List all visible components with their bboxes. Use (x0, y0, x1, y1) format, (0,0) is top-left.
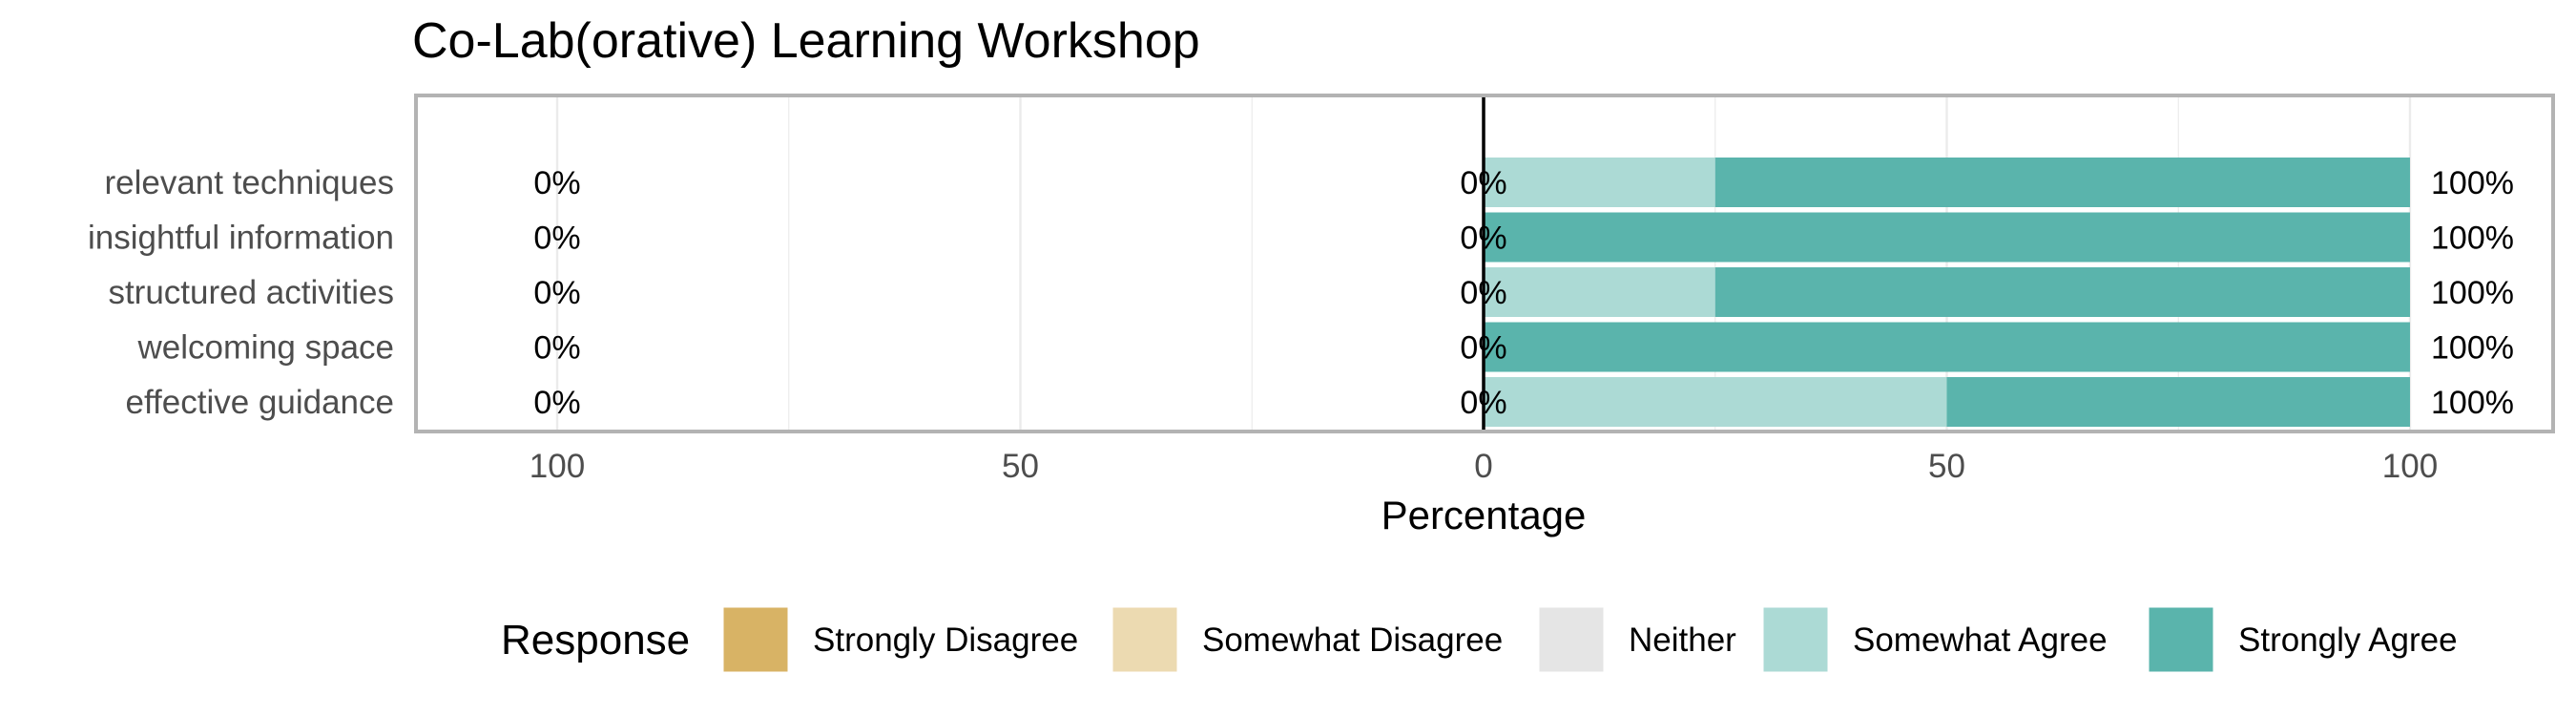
bar-somewhat-agree (1484, 158, 1715, 207)
y-tick-label: relevant techniques (104, 164, 394, 201)
x-tick-label: 100 (2382, 448, 2438, 485)
x-axis-label: Percentage (1381, 493, 1587, 537)
bar-strongly-agree (1484, 322, 2410, 372)
legend-title: Response (501, 617, 690, 663)
legend-key-somewhat-agree (1762, 606, 1829, 673)
chart-title: Co-Lab(orative) Learning Workshop (412, 13, 1200, 69)
left-percent-label: 0% (533, 275, 580, 311)
legend-key-neither (1538, 606, 1605, 673)
right-percent-label: 100% (2431, 165, 2514, 201)
right-percent-label: 100% (2431, 330, 2514, 367)
bar-strongly-agree (1484, 212, 2410, 263)
bar-strongly-agree (1714, 267, 2410, 317)
left-percent-label: 0% (533, 221, 580, 257)
left-percent-label: 0% (533, 385, 580, 421)
y-tick-label: structured activities (108, 274, 394, 311)
right-percent-label: 100% (2431, 221, 2514, 257)
legend-label: Strongly Agree (2238, 621, 2458, 659)
bar-somewhat-agree (1484, 377, 1947, 427)
bar-strongly-agree (1946, 377, 2410, 427)
y-tick-label: insightful information (88, 220, 394, 257)
left-percent-label: 0% (533, 330, 580, 367)
legend: Response Strongly Disagree Somewhat Disag… (501, 606, 2458, 673)
bar-somewhat-agree (1484, 267, 1715, 317)
bar-strongly-agree (1714, 158, 2410, 207)
legend-label: Neither (1629, 621, 1736, 659)
x-tick-label: 50 (1928, 448, 1965, 485)
legend-key-strongly-disagree (722, 606, 789, 673)
y-tick-label: welcoming space (137, 329, 394, 367)
legend-label: Strongly Disagree (813, 621, 1078, 659)
x-tick-label: 0 (1474, 448, 1492, 485)
right-percent-label: 100% (2431, 275, 2514, 311)
legend-key-strongly-agree (2148, 606, 2214, 673)
legend-label: Somewhat Disagree (1202, 621, 1503, 659)
legend-key-somewhat-disagree (1111, 606, 1178, 673)
x-tick-label: 100 (530, 448, 585, 485)
left-percent-label: 0% (533, 165, 580, 201)
y-tick-label: effective guidance (125, 384, 394, 421)
legend-label: Somewhat Agree (1853, 621, 2108, 659)
x-tick-label: 50 (1002, 448, 1039, 485)
plot-panel: relevant techniques 0% 0% 100% insightful in… (88, 94, 2555, 485)
right-percent-label: 100% (2431, 385, 2514, 421)
